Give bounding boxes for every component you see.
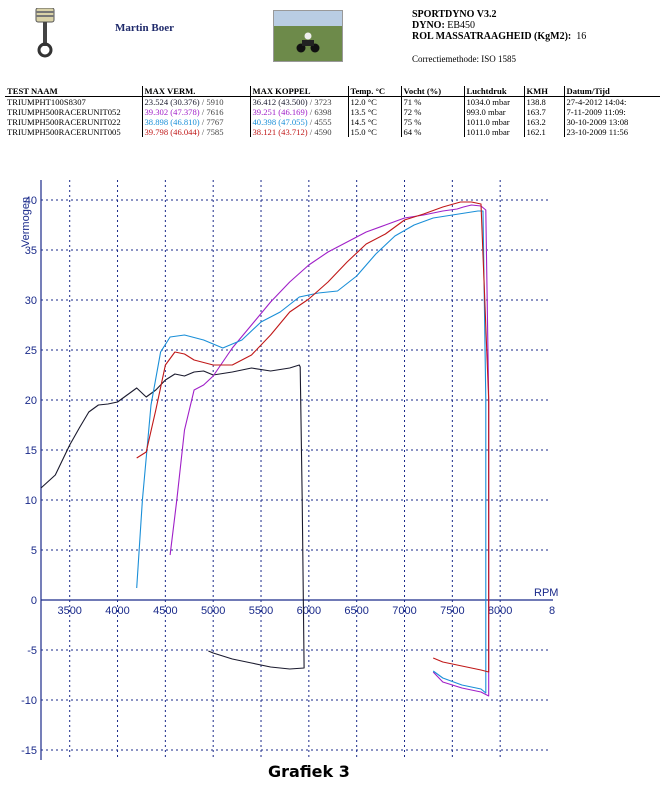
inertia-value: 16 xyxy=(576,31,587,42)
table-cell-kmh: 138.8 xyxy=(523,96,564,107)
y-tick-label: 5 xyxy=(31,545,37,557)
table-cell-temp: 14.5 °C xyxy=(347,117,401,127)
table-cell-verm: 39.798 (46.044) / 7585 xyxy=(141,127,250,137)
column-header: Vocht (%) xyxy=(400,86,464,97)
series-line-4 xyxy=(136,201,490,673)
table-cell-koppel: 36.412 (43.500) / 3723 xyxy=(249,96,348,107)
x-tick-label: 7000 xyxy=(392,605,416,617)
table-cell-name: TRIUMPH500RACERUNIT022 xyxy=(7,117,121,127)
table-cell-name: TRIUMPH500RACERUNIT052 xyxy=(7,107,121,117)
table-cell-verm: 23.524 (30.376) / 5910 xyxy=(141,96,250,107)
y-tick-label: -15 xyxy=(21,745,37,757)
x-tick-label: 8000 xyxy=(488,605,512,617)
y-tick-label: -10 xyxy=(21,695,37,707)
y-tick-label: 10 xyxy=(25,495,37,507)
motorcycle-photo xyxy=(273,10,343,62)
y-tick-label: 15 xyxy=(25,445,37,457)
series-line-3 xyxy=(136,210,487,694)
table-row: TRIUMPH500RACERUNIT052 39.302 (47.378) / … xyxy=(5,107,660,117)
table-cell-druk: 1011.0 mbar xyxy=(463,117,524,127)
results-table: TEST NAAM MAX VERM. MAX KOPPEL Temp. °C Voch… xyxy=(5,86,660,137)
series-line-1 xyxy=(40,364,305,670)
x-tick-label: 6500 xyxy=(344,605,368,617)
table-cell-kmh: 163.7 xyxy=(523,107,564,117)
y-tick-label: -5 xyxy=(27,645,37,657)
y-tick-label: 20 xyxy=(25,395,37,407)
table-cell-verm: 39.302 (47.378) / 7616 xyxy=(141,107,250,117)
table-body: TRIUMPHT100S8307 23.524 (30.376) / 5910 36… xyxy=(5,96,660,137)
motorcycle-icon xyxy=(296,32,320,53)
table-cell-name: TRIUMPHT100S8307 xyxy=(7,97,86,107)
column-header: TEST NAAM xyxy=(5,86,142,97)
table-cell-name: TRIUMPH500RACERUNIT005 xyxy=(7,127,121,137)
table-cell-druk: 1034.0 mbar xyxy=(463,96,524,107)
table-cell-vocht: 72 % xyxy=(400,107,464,117)
dyno-value: EB450 xyxy=(447,20,476,31)
x-tick-label: 6000 xyxy=(297,605,321,617)
y-tick-label: 35 xyxy=(25,245,37,257)
x-tick-label: 7500 xyxy=(440,605,464,617)
y-tick-label: 30 xyxy=(25,295,37,307)
table-cell-verm: 38.898 (46.810) / 7767 xyxy=(141,117,250,127)
table-cell-koppel: 40.398 (47.055) / 4555 xyxy=(249,117,348,127)
table-cell-temp: 12.0 °C xyxy=(347,96,401,107)
table-cell-datum: 27-4-2012 14:04: xyxy=(563,96,660,107)
x-tick-label: 8 xyxy=(549,605,555,617)
table-cell-koppel: 39.251 (46.169) / 6398 xyxy=(249,107,348,117)
table-header-row: TEST NAAM MAX VERM. MAX KOPPEL Temp. °C Voch… xyxy=(5,86,660,97)
table-row: TRIUMPH500RACERUNIT022 38.898 (46.810) / … xyxy=(5,117,660,127)
table-cell-druk: 993.0 mbar xyxy=(463,107,524,117)
table-cell-druk: 1011.0 mbar xyxy=(463,127,524,137)
table-row: TRIUMPH500RACERUNIT005 39.798 (46.044) / … xyxy=(5,127,660,137)
x-tick-label: 5000 xyxy=(201,605,225,617)
dyno-label: DYNO: xyxy=(412,20,445,31)
column-header: MAX VERM. xyxy=(141,86,250,97)
column-header: Luchtdruk xyxy=(463,86,524,97)
table-cell-vocht: 64 % xyxy=(400,127,464,137)
person-name: Martin Boer xyxy=(115,22,174,34)
y-tick-label: 25 xyxy=(25,345,37,357)
table-cell-datum: 7-11-2009 11:09: xyxy=(563,107,660,117)
y-tick-label: 40 xyxy=(25,195,37,207)
table-cell-vocht: 71 % xyxy=(400,96,464,107)
y-tick-label: 0 xyxy=(31,595,37,607)
x-axis-label: RPM xyxy=(534,587,558,599)
x-tick-label: 4000 xyxy=(105,605,129,617)
x-tick-label: 4500 xyxy=(153,605,177,617)
inertia-label: ROL MASSATRAAGHEID (KgM2): xyxy=(412,31,572,42)
column-header: Datum/Tijd xyxy=(563,86,660,97)
dyno-chart: -15 -10 -5 0 5 10 15 20 25 30 35 40 3500 4000 4500 5000… xyxy=(20,180,558,760)
column-header: Temp. °C xyxy=(347,86,401,97)
table-cell-temp: 13.5 °C xyxy=(347,107,401,117)
table-row: TRIUMPHT100S8307 23.524 (30.376) / 5910 36… xyxy=(5,96,660,107)
column-header: KMH xyxy=(523,86,564,97)
table-cell-vocht: 75 % xyxy=(400,117,464,127)
table-cell-datum: 30-10-2009 13:08 xyxy=(563,117,660,127)
table-cell-koppel: 38.121 (43.712) / 4590 xyxy=(249,127,348,137)
column-header: MAX KOPPEL xyxy=(249,86,348,97)
x-tick-label: 5500 xyxy=(249,605,273,617)
chart-caption: Grafiek 3 xyxy=(268,762,350,781)
table-cell-temp: 15.0 °C xyxy=(347,127,401,137)
correction-method: Correctiemethode: ISO 1585 xyxy=(412,54,516,64)
software-title: SPORTDYNO V3.2 xyxy=(412,9,497,20)
x-tick-label: 3500 xyxy=(57,605,81,617)
table-cell-kmh: 163.2 xyxy=(523,117,564,127)
piston-logo-icon xyxy=(35,8,55,58)
dyno-info: SPORTDYNO V3.2 DYNO: EB450 ROL MASSATRAA… xyxy=(412,9,586,65)
table-cell-kmh: 162.1 xyxy=(523,127,564,137)
y-axis-label: Vermogen xyxy=(20,197,32,247)
table-cell-datum: 23-10-2009 11:56 xyxy=(563,127,660,137)
